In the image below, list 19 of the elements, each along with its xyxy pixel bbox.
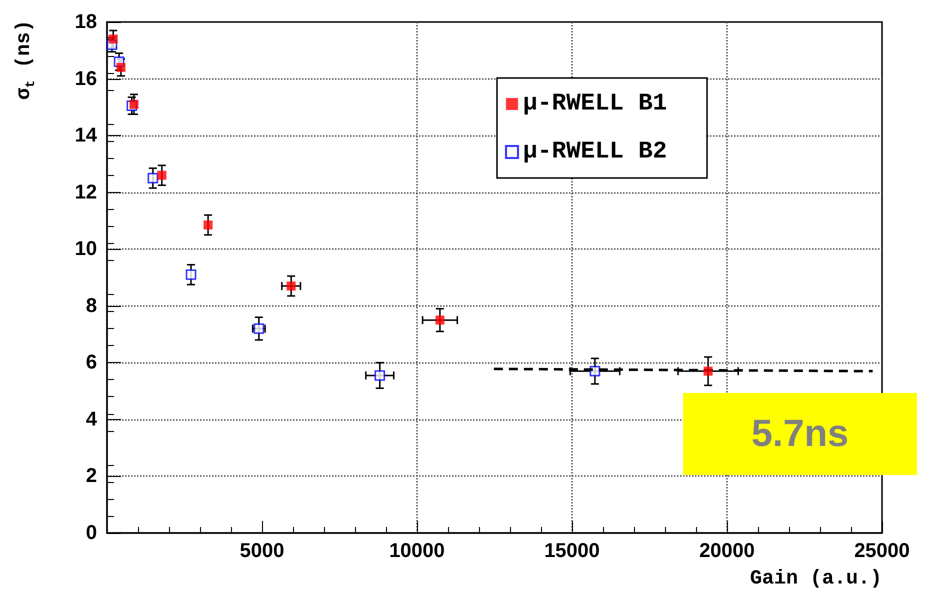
x-tick-label: 5000: [240, 540, 284, 562]
x-tick-label: 15000: [544, 540, 600, 562]
y-tick-label: 10: [74, 238, 97, 260]
y-tick-label: 2: [86, 465, 97, 488]
y-tick-label: 12: [74, 181, 97, 204]
y-tick-label: 8: [86, 294, 97, 317]
y-tick-label: 6: [86, 352, 97, 374]
y-tick-label: 16: [74, 68, 97, 90]
x-tick-label: 25000: [854, 540, 910, 562]
x-axis-title: Gain (a.u.): [750, 568, 882, 590]
y-tick-label: 14: [74, 124, 98, 147]
legend-label: μ-RWELL B2: [523, 138, 668, 166]
y-tick-label: 18: [74, 11, 97, 33]
x-tick-label: 20000: [699, 540, 755, 562]
y-tick-label: 4: [86, 408, 98, 430]
legend-label: μ-RWELL B1: [523, 90, 668, 118]
y-tick-label: 0: [86, 522, 97, 544]
x-tick-label: 10000: [389, 540, 445, 562]
note-box: 5.7ns: [683, 393, 917, 475]
